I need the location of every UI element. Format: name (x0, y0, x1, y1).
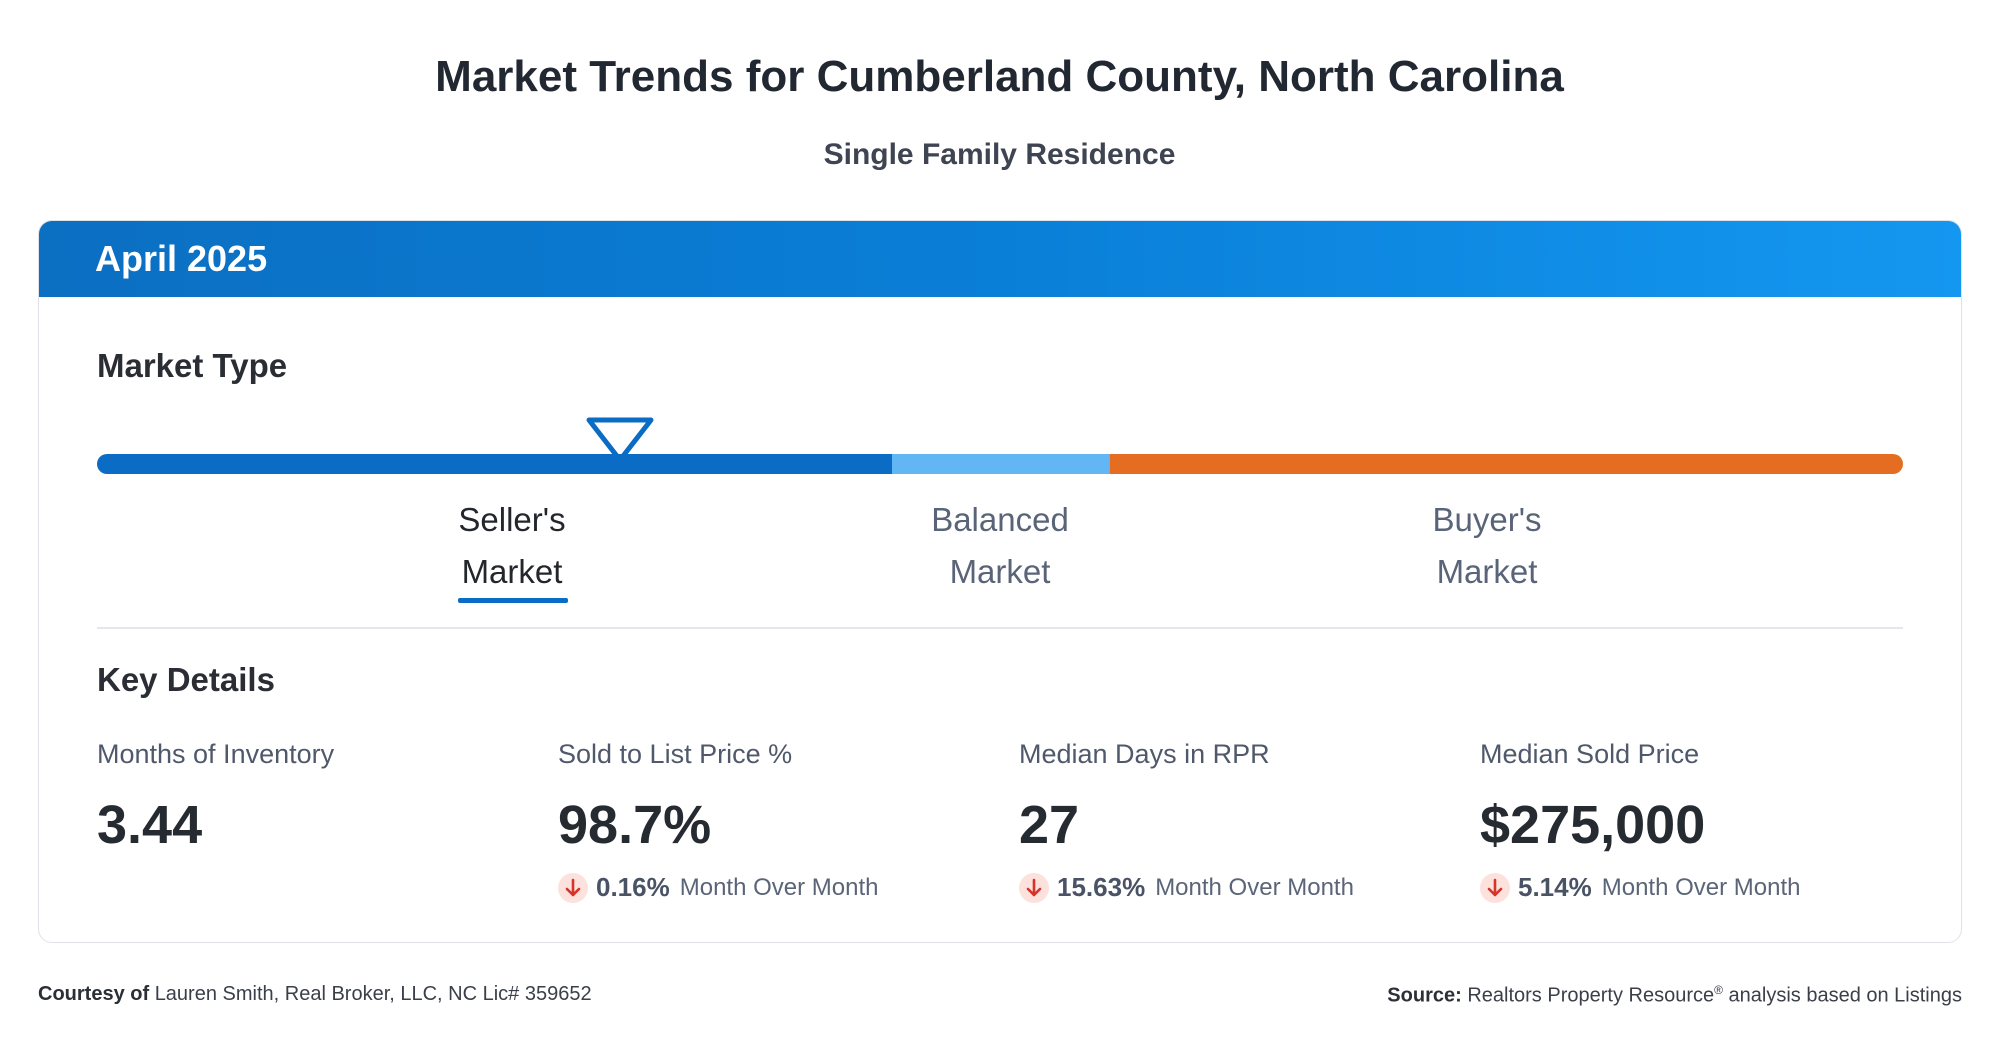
balanced-label-line1: Balanced (931, 501, 1069, 538)
change-label: Month Over Month (1155, 873, 1354, 901)
stat-value: $275,000 (1480, 795, 1706, 855)
stat-value: 98.7% (558, 795, 712, 855)
market-card: April 2025 Market Type Seller's Market B… (38, 220, 1962, 943)
seller-segment (97, 454, 892, 474)
section-divider (97, 627, 1903, 629)
balanced-segment (892, 454, 1110, 474)
source-text-after: analysis based on Listings (1722, 984, 1963, 1007)
page-title: Market Trends for Cumberland County, Nor… (435, 52, 1564, 101)
period-label: April 2025 (95, 238, 268, 279)
stat-median-sold-price: Median Sold Price $275,000 5.14% Month O… (1480, 739, 1920, 903)
change-label: Month Over Month (1601, 873, 1801, 901)
balanced-label-line2: Market (949, 553, 1051, 590)
triangle-down-marker-icon (586, 417, 654, 463)
seller-market-underline (458, 598, 568, 603)
buyer-label-line1: Buyer's (1432, 501, 1542, 538)
source-label: Source: (1387, 984, 1462, 1007)
stat-change: 0.16% Month Over Month (558, 872, 998, 903)
arrow-down-icon (1019, 872, 1049, 903)
balanced-market-label: Balanced Market (870, 494, 1130, 598)
change-percent: 0.16% (596, 872, 670, 902)
source-footer: Source: Realtors Property Resource® anal… (1387, 983, 1962, 1008)
arrow-down-icon (1480, 872, 1510, 903)
seller-label-line1: Seller's (458, 501, 566, 538)
stat-value: 3.44 (97, 795, 203, 855)
stat-label: Median Sold Price (1480, 739, 1700, 769)
page-subtitle: Single Family Residence (823, 138, 1176, 171)
stat-label: Months of Inventory (97, 739, 335, 769)
stat-change: 15.63% Month Over Month (1019, 872, 1459, 903)
arrow-down-icon (558, 872, 588, 903)
stat-change: 5.14% Month Over Month (1480, 872, 1920, 903)
buyer-segment (1110, 454, 1903, 474)
seller-label-line2: Market (461, 553, 563, 590)
seller-market-label: Seller's Market (382, 494, 642, 598)
market-type-heading: Market Type (97, 347, 288, 384)
buyer-market-label: Buyer's Market (1357, 494, 1617, 598)
source-text: Realtors Property Resource (1467, 984, 1715, 1007)
stat-label: Median Days in RPR (1019, 739, 1270, 769)
key-details-heading: Key Details (97, 661, 275, 698)
stat-label: Sold to List Price % (558, 739, 793, 769)
stat-value: 27 (1019, 795, 1080, 855)
courtesy-footer: Courtesy of Lauren Smith, Real Broker, L… (38, 983, 592, 1006)
stat-median-days: Median Days in RPR 27 15.63% Month Over … (1019, 739, 1459, 903)
market-type-bar (97, 454, 1903, 474)
courtesy-label: Courtesy of (38, 983, 150, 1005)
change-percent: 15.63% (1057, 872, 1146, 902)
stat-months-of-inventory: Months of Inventory 3.44 (97, 739, 537, 856)
stat-sold-to-list: Sold to List Price % 98.7% 0.16% Month O… (558, 739, 998, 903)
courtesy-text: Lauren Smith, Real Broker, LLC, NC Lic# … (154, 983, 592, 1005)
buyer-label-line2: Market (1436, 553, 1538, 590)
registered-mark: ® (1714, 983, 1723, 997)
change-label: Month Over Month (679, 873, 879, 901)
change-percent: 5.14% (1518, 872, 1592, 902)
card-header: April 2025 (39, 221, 1961, 297)
